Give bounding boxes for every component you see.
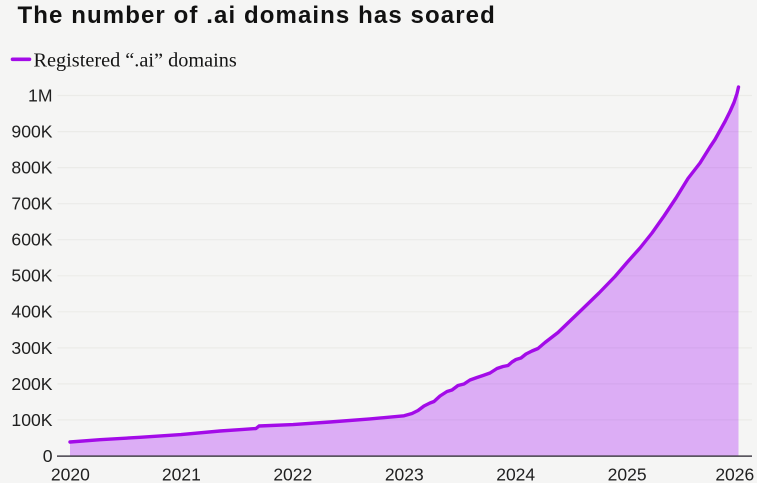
svg-text:1M: 1M (28, 85, 52, 105)
svg-text:0: 0 (43, 446, 53, 466)
svg-text:2026: 2026 (715, 464, 754, 483)
svg-text:2022: 2022 (273, 464, 312, 483)
svg-text:500K: 500K (11, 266, 52, 286)
svg-text:100K: 100K (11, 410, 52, 430)
svg-text:The number of .ai domains has: The number of .ai domains has soared (18, 2, 496, 29)
svg-text:Registered “.ai” domains: Registered “.ai” domains (34, 50, 237, 72)
svg-text:2025: 2025 (608, 464, 647, 483)
svg-text:600K: 600K (11, 230, 52, 250)
svg-text:800K: 800K (11, 158, 52, 178)
svg-text:900K: 900K (11, 122, 52, 142)
svg-text:200K: 200K (11, 374, 52, 394)
svg-text:400K: 400K (11, 302, 52, 322)
svg-text:2024: 2024 (496, 464, 535, 483)
svg-text:2021: 2021 (162, 464, 201, 483)
svg-text:700K: 700K (11, 194, 52, 214)
svg-text:2023: 2023 (385, 464, 424, 483)
svg-text:300K: 300K (11, 338, 52, 358)
svg-text:2020: 2020 (51, 464, 90, 483)
